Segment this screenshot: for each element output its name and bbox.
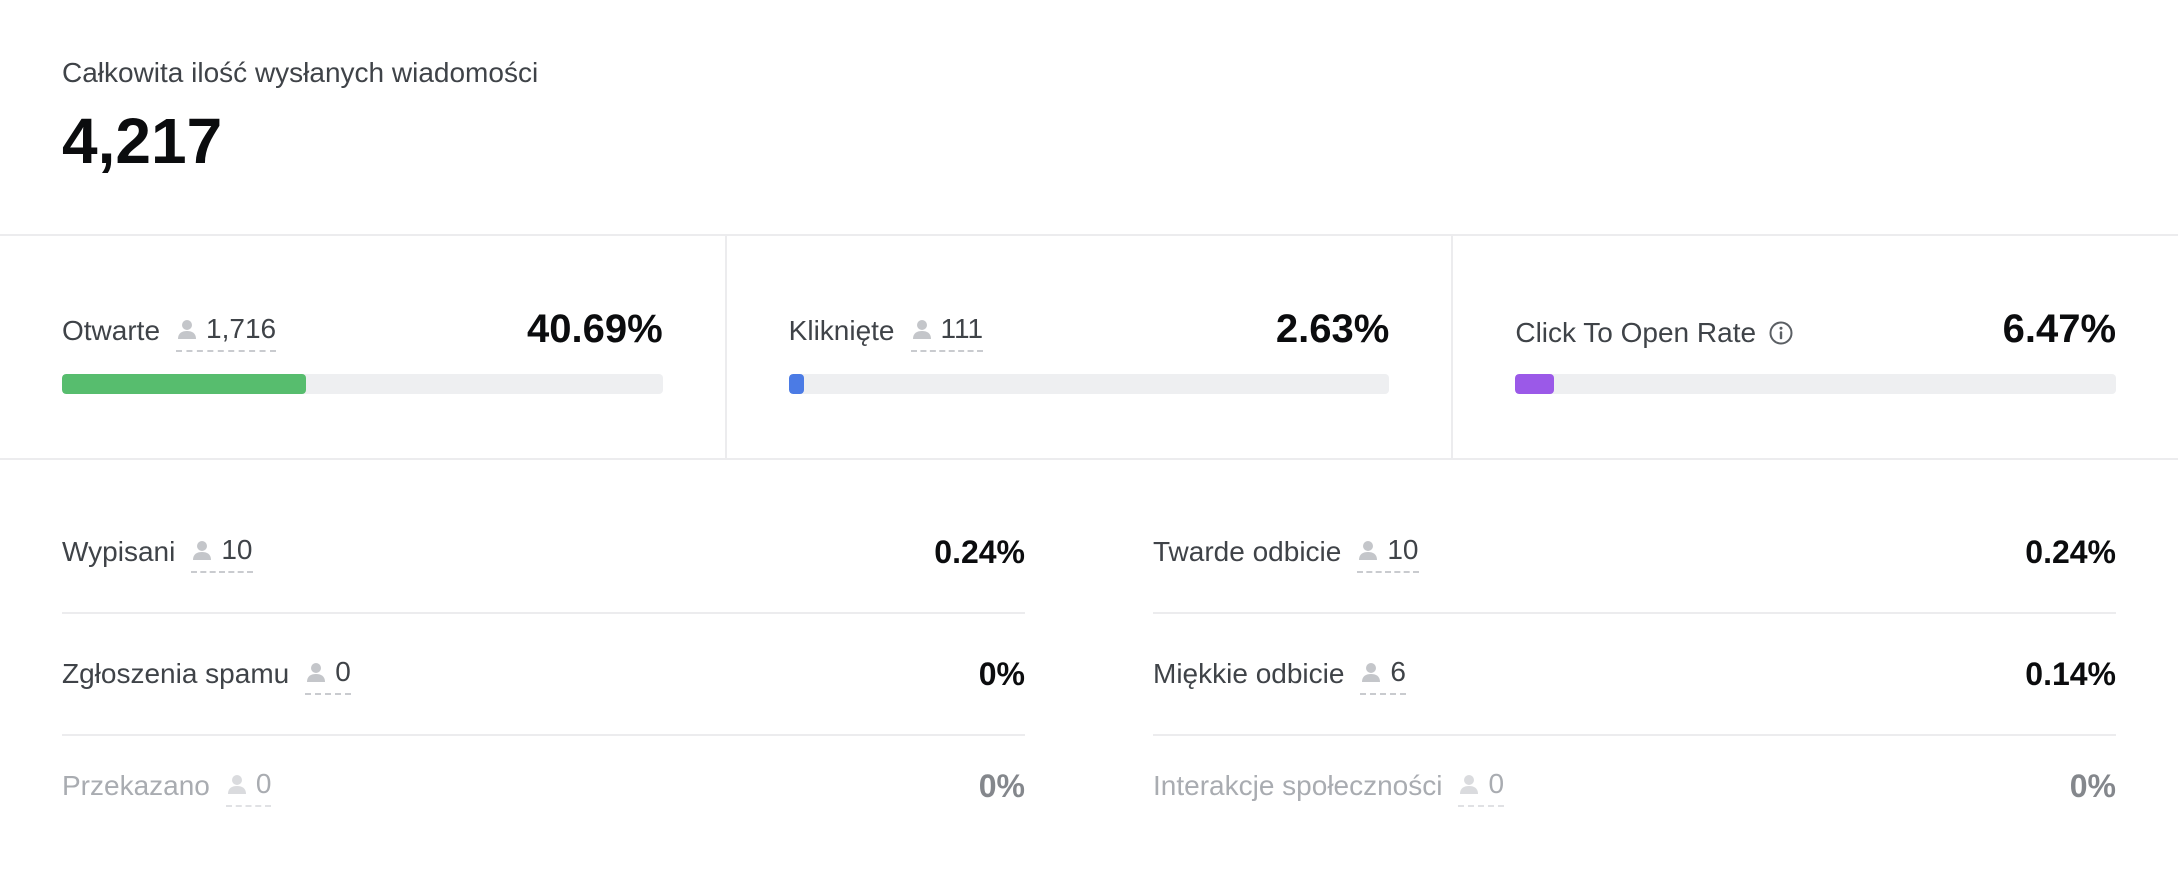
recipients-count: 10 xyxy=(221,534,253,565)
metric-percent: 0% xyxy=(2069,767,2116,804)
metric-row-spam-reports: Zgłoszenia spamu 0 0% xyxy=(62,614,1025,736)
metric-row-hard-bounce: Twarde odbicie 10 0.24% xyxy=(1153,492,2116,614)
metric-percent: 0.24% xyxy=(2025,533,2116,570)
person-icon xyxy=(178,320,197,339)
metric-row-soft-bounce: Miękkie odbicie 6 0.14% xyxy=(1153,614,2116,736)
rate-label: Otwarte xyxy=(62,315,161,346)
rate-label: Click To Open Rate xyxy=(1515,317,1757,348)
info-icon[interactable] xyxy=(1768,320,1794,346)
recipients-count-link[interactable]: 10 xyxy=(191,531,253,573)
metric-row-unsubscribed: Wypisani 10 0.24% xyxy=(62,492,1025,614)
progress-bar-fill xyxy=(62,374,307,394)
rate-percent: 6.47% xyxy=(2002,307,2117,351)
rate-card-click-to-open: Click To Open Rate 6.47% xyxy=(1451,236,2178,458)
metrics-list-right: Twarde odbicie 10 0.24% Miękkie odbicie xyxy=(1153,460,2116,836)
metric-label: Przekazano xyxy=(62,770,210,801)
total-sent-label: Całkowita ilość wysłanych wiadomości xyxy=(62,57,539,88)
rates-section: Otwarte 1,716 40.69% Kliknięte xyxy=(0,236,2178,460)
metric-percent: 0% xyxy=(978,767,1025,804)
recipients-count-link[interactable]: 6 xyxy=(1360,653,1406,695)
recipients-count: 1,716 xyxy=(206,313,277,344)
metrics-lists: Wypisani 10 0.24% Zgłoszenia spamu xyxy=(0,460,2178,836)
rate-percent: 40.69% xyxy=(527,307,663,351)
recipients-count-link[interactable]: 0 xyxy=(305,653,351,695)
person-icon xyxy=(227,775,246,794)
recipients-count: 0 xyxy=(335,656,351,687)
recipients-count-link[interactable]: 10 xyxy=(1357,531,1419,573)
progress-bar-fill xyxy=(1515,374,1555,394)
recipients-count: 10 xyxy=(1387,534,1419,565)
metric-label: Interakcje społeczności xyxy=(1153,770,1443,801)
person-icon xyxy=(193,541,212,560)
rate-label: Kliknięte xyxy=(788,315,895,346)
recipients-count-link[interactable]: 0 xyxy=(225,765,272,807)
recipients-count: 111 xyxy=(940,313,984,344)
recipients-count-link[interactable]: 1,716 xyxy=(176,310,277,352)
person-icon xyxy=(1359,541,1378,560)
total-sent-value: 4,217 xyxy=(62,105,223,177)
metric-label: Zgłoszenia spamu xyxy=(62,658,290,689)
person-icon xyxy=(307,663,326,682)
rate-percent: 2.63% xyxy=(1275,307,1390,351)
recipients-count-link[interactable]: 111 xyxy=(910,310,984,352)
rate-card-opened: Otwarte 1,716 40.69% xyxy=(0,236,725,458)
progress-bar xyxy=(62,374,663,394)
person-icon xyxy=(1460,775,1479,794)
metric-label: Twarde odbicie xyxy=(1153,536,1342,567)
recipients-count-link[interactable]: 0 xyxy=(1458,765,1505,807)
metric-label: Wypisani xyxy=(62,536,176,567)
recipients-count: 0 xyxy=(1488,768,1505,799)
metric-percent: 0.14% xyxy=(2025,655,2116,692)
progress-bar xyxy=(788,374,1390,394)
recipients-count: 0 xyxy=(255,768,272,799)
metric-label: Miękkie odbicie xyxy=(1153,658,1345,689)
metric-percent: 0.24% xyxy=(934,533,1025,570)
rate-card-clicked: Kliknięte 111 2.63% xyxy=(724,236,1452,458)
person-icon xyxy=(912,320,931,339)
metric-row-forwarded: Przekazano 0 0% xyxy=(62,736,1025,836)
person-icon xyxy=(1362,663,1381,682)
progress-bar-fill xyxy=(788,374,805,394)
summary-section: Całkowita ilość wysłanych wiadomości 4,2… xyxy=(0,0,2178,236)
progress-bar xyxy=(1515,374,2117,394)
recipients-count: 6 xyxy=(1390,656,1406,687)
metrics-list-left: Wypisani 10 0.24% Zgłoszenia spamu xyxy=(62,460,1025,836)
metric-percent: 0% xyxy=(978,655,1025,692)
metric-row-social-interactions: Interakcje społeczności 0 0% xyxy=(1153,736,2116,836)
